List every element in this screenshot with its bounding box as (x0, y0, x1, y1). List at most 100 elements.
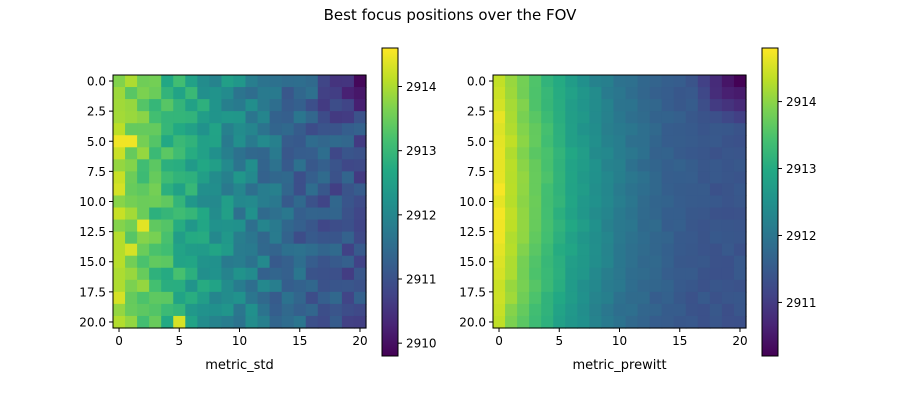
heatmap-cell (149, 135, 162, 148)
heatmap-cell (505, 231, 518, 245)
heatmap-cell (221, 135, 235, 148)
heatmap-cell (317, 315, 331, 329)
heatmap-cell (673, 135, 687, 148)
heatmap-cell (137, 87, 150, 100)
heatmap-cell (281, 159, 295, 172)
heatmap-cell (733, 171, 747, 185)
heatmap-cell (197, 99, 210, 112)
heatmap-cell (685, 171, 699, 185)
heatmap-cell (637, 267, 651, 281)
heatmap-cell (221, 87, 235, 100)
heatmap-cell (517, 195, 530, 209)
heatmap-cell (281, 219, 295, 233)
heatmap-cell (293, 75, 307, 88)
heatmap-cell (589, 207, 603, 221)
heatmap-cell (341, 159, 355, 172)
heatmap-cell (149, 303, 162, 317)
heatmap-cell (137, 159, 150, 172)
heatmap-cell (329, 243, 343, 257)
heatmap-cell (529, 159, 542, 172)
heatmap-cell (353, 75, 367, 88)
heatmap-cell (565, 147, 578, 160)
heatmap-cell (709, 291, 723, 305)
heatmap-cell (245, 207, 259, 221)
heatmap-cell (529, 123, 542, 136)
heatmap-cell (697, 87, 711, 100)
heatmap-cell (721, 99, 735, 112)
heatmap-cell (269, 171, 283, 185)
heatmap-cell (721, 291, 735, 305)
heatmap-cell (529, 147, 542, 160)
heatmap-cell (625, 219, 639, 233)
heatmap-cell (649, 291, 663, 305)
heatmap-cell (601, 123, 615, 136)
heatmap-cell (613, 111, 627, 124)
heatmap-cell (589, 75, 603, 88)
heatmap-cell (329, 75, 343, 88)
heatmap-cell (673, 159, 687, 172)
heatmap-cell (541, 291, 554, 305)
heatmap-cell (341, 135, 355, 148)
y-tick-label: 17.5 (79, 285, 106, 299)
heatmap-cell (233, 219, 247, 233)
heatmap-cell (245, 123, 259, 136)
heatmap-cell (565, 231, 578, 245)
heatmap-cell (269, 123, 283, 136)
heatmap-cell (493, 99, 506, 112)
heatmap-cell (173, 123, 186, 136)
heatmap-cell (221, 171, 235, 185)
heatmap-cell (173, 279, 186, 293)
heatmap-cell (149, 315, 162, 329)
heatmap-cell (697, 315, 711, 329)
heatmap-cell (113, 279, 126, 293)
heatmap-cell (197, 87, 210, 100)
heatmap-cell (221, 195, 235, 209)
heatmap-cell (613, 171, 627, 185)
heatmap-cell (317, 231, 331, 245)
heatmap-cell (149, 279, 162, 293)
heatmap-cell (293, 267, 307, 281)
heatmap-cell (317, 87, 331, 100)
x-axis-label: metric_prewitt (572, 358, 666, 373)
colorbar-tick-label: 2910 (406, 337, 437, 351)
heatmap-cell (113, 111, 126, 124)
heatmap-cell (257, 147, 271, 160)
heatmap-cell (517, 87, 530, 100)
heatmap-cell (517, 75, 530, 88)
heatmap-cell (541, 279, 554, 293)
heatmap-cell (553, 219, 566, 233)
heatmap-cell (577, 171, 590, 185)
heatmap-cell (493, 291, 506, 305)
heatmap-cell (673, 267, 687, 281)
heatmap-cell (293, 99, 307, 112)
heatmap-cell (625, 243, 639, 257)
heatmap-cell (209, 219, 223, 233)
heatmap-cell (257, 231, 271, 245)
heatmap-cell (589, 123, 603, 136)
heatmap-cell (257, 243, 271, 257)
heatmap-cell (353, 195, 367, 209)
heatmap-cell (173, 243, 186, 257)
heatmap-cell (541, 123, 554, 136)
heatmap-cell (649, 255, 663, 269)
y-tick-label: 5.0 (467, 135, 486, 149)
heatmap-cell (161, 255, 174, 269)
heatmap-cell (329, 123, 343, 136)
heatmap-cell (185, 87, 198, 100)
heatmap-cell (305, 303, 319, 317)
heatmap-cell (721, 135, 735, 148)
heatmap-cell (245, 195, 259, 209)
heatmap-cell (661, 75, 675, 88)
heatmap-cell (553, 123, 566, 136)
colorbar-tick-label: 2913 (406, 144, 437, 158)
heatmap-cell (589, 279, 603, 293)
heatmap-cell (317, 111, 331, 124)
heatmap-cell (221, 267, 235, 281)
heatmap-cell (673, 291, 687, 305)
heatmap-cell (685, 87, 699, 100)
heatmap-cell (517, 255, 530, 269)
heatmap-cell (113, 123, 126, 136)
heatmap-cell (577, 219, 590, 233)
heatmap-cell (721, 207, 735, 221)
heatmap-cell (673, 279, 687, 293)
